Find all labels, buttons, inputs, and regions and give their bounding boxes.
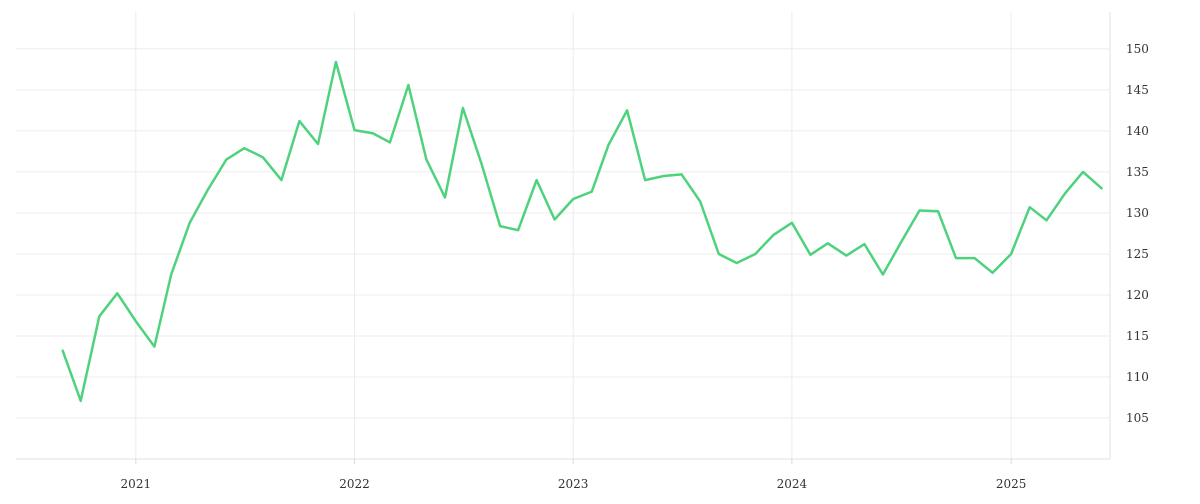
x-tick-labels: 2021 2022 2023 2024 2025 xyxy=(121,477,1027,491)
x-tick-label: 2022 xyxy=(339,477,370,491)
y-tick-labels: 105 110 115 120 125 130 135 140 145 150 xyxy=(1126,42,1149,425)
series-line xyxy=(61,60,1103,403)
x-tick-label: 2023 xyxy=(558,477,589,491)
y-tick-label: 125 xyxy=(1126,247,1149,261)
y-tick-label: 130 xyxy=(1126,206,1149,220)
x-gridlines xyxy=(135,12,1012,464)
y-tick-label: 110 xyxy=(1126,370,1149,384)
x-tick-label: 2024 xyxy=(777,477,808,491)
y-gridlines xyxy=(16,48,1110,419)
series-layer xyxy=(61,60,1103,403)
y-tick-label: 150 xyxy=(1126,42,1149,56)
y-tick-label: 140 xyxy=(1126,124,1149,138)
y-tick-label: 120 xyxy=(1126,288,1149,302)
x-tick-label: 2025 xyxy=(996,477,1027,491)
y-tick-label: 135 xyxy=(1126,165,1149,179)
y-tick-label: 145 xyxy=(1126,83,1149,97)
x-tick-label: 2021 xyxy=(121,477,152,491)
y-tick-label: 105 xyxy=(1126,411,1149,425)
y-tick-label: 115 xyxy=(1126,329,1149,343)
